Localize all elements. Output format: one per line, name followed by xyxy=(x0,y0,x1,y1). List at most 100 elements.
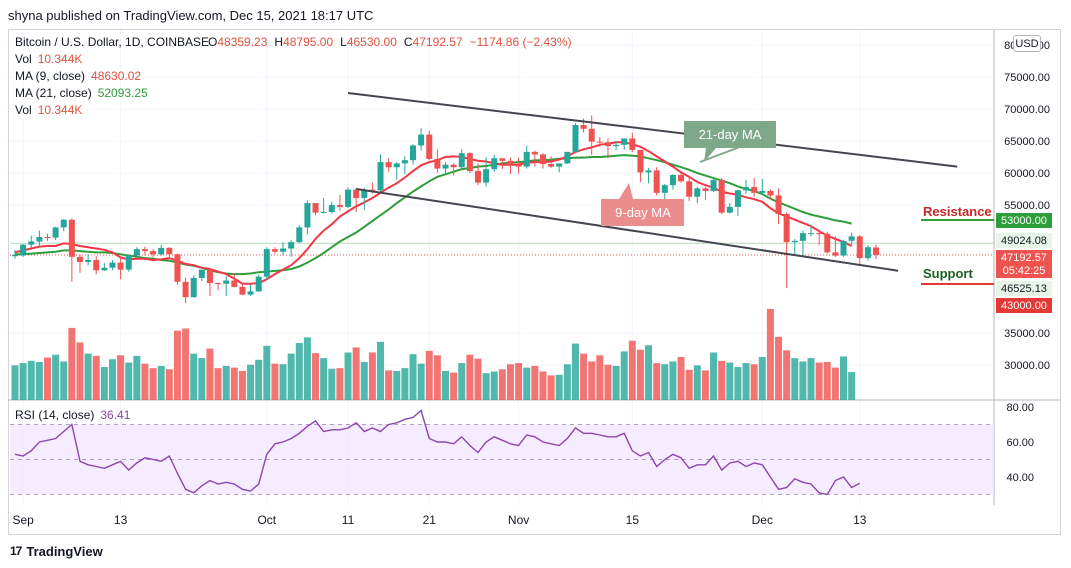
volume-bar-97 xyxy=(799,361,807,400)
volume-bar-14 xyxy=(125,362,133,400)
candle-body-44 xyxy=(369,189,376,191)
candle-body-54 xyxy=(450,164,457,168)
candle-body-81 xyxy=(669,174,676,186)
legend-change: −1174.86 (−2.43%) xyxy=(470,35,572,49)
candle-body-68 xyxy=(564,151,571,164)
candle-body-88 xyxy=(726,206,733,213)
candle-body-14 xyxy=(125,255,132,270)
candle-body-93 xyxy=(767,190,774,196)
volume-bar-0 xyxy=(11,365,19,400)
price-tags: 53000.00 49024.08 47192.57 05:42:25 4652… xyxy=(996,213,1052,313)
candle-body-41 xyxy=(345,189,352,207)
tradingview-logo-icon: 17 xyxy=(10,544,22,558)
tag-countdown: 05:42:25 xyxy=(1003,265,1046,277)
volume-bar-3 xyxy=(35,362,43,400)
volume-bar-80 xyxy=(661,364,669,400)
volume-bar-48 xyxy=(401,368,409,400)
tag-43000: 43000.00 xyxy=(1001,300,1047,312)
volume-bar-77 xyxy=(636,349,644,400)
volume-bar-1 xyxy=(19,363,27,400)
rsi-legend: RSI (14, close) 36.41 xyxy=(15,408,131,422)
volume-bar-35 xyxy=(295,343,303,400)
volume-bar-45 xyxy=(377,341,385,400)
volume-bar-85 xyxy=(701,370,709,400)
volume-bar-41 xyxy=(344,352,352,400)
candle-body-102 xyxy=(840,240,847,256)
volume-bar-28 xyxy=(238,370,246,400)
candle-body-55 xyxy=(458,153,465,168)
candle-body-13 xyxy=(117,262,124,270)
volume-bar-23 xyxy=(198,358,206,400)
volume-bar-54 xyxy=(450,372,458,400)
candle-body-34 xyxy=(288,242,295,249)
candle-body-40 xyxy=(336,205,343,207)
candle-body-75 xyxy=(621,138,628,145)
candle-body-36 xyxy=(304,203,311,228)
candle-body-82 xyxy=(678,174,685,182)
support-label: Support xyxy=(923,266,973,281)
candle-body-62 xyxy=(515,164,522,167)
volume-bar-94 xyxy=(775,336,783,400)
candle-body-96 xyxy=(791,240,798,243)
price-axis-label-7: 30000.00 xyxy=(1004,360,1050,372)
ma21-callout-text: 21-day MA xyxy=(699,127,762,142)
volume-bar-24 xyxy=(206,348,214,400)
candle-body-50 xyxy=(418,134,425,146)
legend-row-3: Vol 10.344K xyxy=(15,103,82,117)
legend-symbol: Bitcoin / U.S. Dollar, 1D, COINBASE xyxy=(15,35,209,49)
legend-row-0: Vol 10.344K xyxy=(15,52,82,66)
rsi-axis-label-0: 80.00 xyxy=(1006,402,1034,414)
volume-bar-84 xyxy=(693,365,701,400)
volume-bar-50 xyxy=(417,363,425,400)
volume-bar-74 xyxy=(612,365,620,400)
candle-body-31 xyxy=(263,249,270,277)
volume-bar-72 xyxy=(596,355,604,400)
volume-bar-68 xyxy=(563,364,571,400)
candle-body-1 xyxy=(20,244,27,256)
candle-body-63 xyxy=(523,151,530,167)
volume-bar-19 xyxy=(165,369,173,400)
candle-body-4 xyxy=(44,237,51,238)
candle-body-7 xyxy=(68,219,75,257)
tag-46525-bg xyxy=(996,281,1052,296)
candle-body-99 xyxy=(816,233,823,235)
volume-bar-37 xyxy=(312,353,320,400)
volume-bar-76 xyxy=(628,340,636,400)
volume-bar-47 xyxy=(393,370,401,400)
time-axis-label-3: 11 xyxy=(342,513,355,527)
candle-body-3 xyxy=(36,237,43,242)
candle-body-15 xyxy=(133,249,140,256)
legend-ohlc-key-0: O xyxy=(208,35,217,49)
volume-bar-43 xyxy=(360,362,368,400)
volume-bar-57 xyxy=(474,358,482,400)
price-axis-label-5: 55000.00 xyxy=(1004,200,1050,212)
time-axis-label-5: Nov xyxy=(508,513,529,527)
tag-46525: 46525.13 xyxy=(1001,283,1047,295)
volume-bar-100 xyxy=(823,362,831,400)
volume-bar-22 xyxy=(190,353,198,400)
candle-body-20 xyxy=(174,254,181,282)
volume-bar-96 xyxy=(791,358,799,400)
candle-body-30 xyxy=(255,276,262,292)
volume-bar-89 xyxy=(734,367,742,400)
candle-body-101 xyxy=(832,252,839,256)
candle-body-103 xyxy=(848,236,855,241)
volume-bar-6 xyxy=(60,361,68,400)
candle-body-35 xyxy=(296,227,303,243)
volume-bar-67 xyxy=(555,374,563,400)
candle-body-91 xyxy=(751,187,758,193)
price-axis-label-6: 35000.00 xyxy=(1004,328,1050,340)
legend-ohlc-key-3: C xyxy=(404,35,413,49)
candle-body-97 xyxy=(799,233,806,241)
candle-body-49 xyxy=(410,145,417,161)
candle-body-28 xyxy=(239,286,246,295)
legend-ohlc-key-2: L xyxy=(340,35,347,49)
volume-bar-60 xyxy=(498,369,506,400)
candle-body-48 xyxy=(401,160,408,164)
candle-body-64 xyxy=(531,151,538,155)
currency-button[interactable]: USD xyxy=(1013,35,1041,52)
resistance-label: Resistance xyxy=(923,204,992,219)
volume-bar-65 xyxy=(539,371,547,400)
candle-body-78 xyxy=(645,170,652,173)
